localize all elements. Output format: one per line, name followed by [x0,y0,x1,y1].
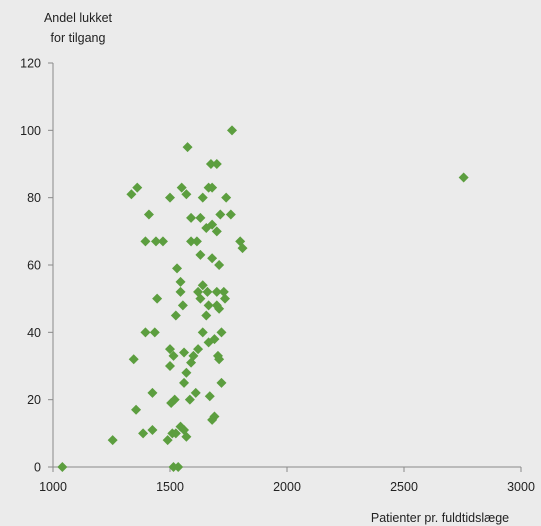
data-point [169,394,180,405]
data-point [170,428,181,439]
data-point [188,350,199,361]
data-point [202,286,213,297]
data-point [173,462,184,472]
data-point [219,293,230,304]
y-tick-label: 20 [27,393,41,407]
data-point [175,286,186,297]
data-point [203,300,214,311]
data-point [197,327,208,338]
data-point [195,212,206,223]
y-axis-label-line2: for tilgang [51,31,106,45]
data-point [214,260,225,270]
data-point [126,189,137,200]
data-point [211,159,222,169]
data-point [168,350,179,361]
data-point [207,219,218,230]
data-point [128,354,139,365]
data-point [458,172,469,183]
data-point [186,236,197,247]
data-point [201,310,212,321]
data-point [195,249,206,260]
x-tick-label: 3000 [507,480,535,494]
data-point [227,125,238,136]
data-point [138,428,149,439]
data-point [175,276,186,287]
x-tick-label: 2500 [390,480,418,494]
data-point [149,327,160,338]
data-point [175,421,186,432]
data-point [197,192,208,203]
data-point [140,236,151,247]
data-point [57,462,68,472]
data-point [162,435,173,446]
data-point [186,212,197,223]
data-point [216,327,227,338]
x-tick-label: 2000 [273,480,301,494]
data-point [182,142,193,153]
data-point [207,414,218,425]
data-point [191,236,202,247]
data-point [143,209,154,220]
y-tick-labels: 0 20 40 60 80 100 120 [20,57,41,475]
data-point [193,286,204,297]
y-tick-label: 80 [27,191,41,205]
data-point [181,189,192,200]
data-point [207,182,218,193]
data-point [211,226,222,237]
y-tick-label: 40 [27,326,41,340]
data-point [207,253,218,264]
y-tick-label: 120 [20,57,41,71]
data-point [214,303,225,314]
data-point [172,263,183,274]
data-point [165,192,175,203]
axes [48,62,522,472]
data-point [179,377,190,388]
data-point [181,367,192,378]
data-point [170,310,181,321]
data-point [215,209,226,220]
data-point [147,387,158,398]
data-point [218,286,229,297]
data-point [165,361,175,371]
x-axis-label: Patienter pr. fuldtidslæge [371,511,509,525]
y-tick-label: 100 [20,124,41,138]
data-point [237,243,248,254]
data-point [214,354,225,365]
data-point [107,435,118,446]
data-point [150,236,161,247]
data-points [57,125,469,472]
data-point [147,424,158,435]
y-tick-label: 0 [34,461,41,475]
data-point [225,209,236,220]
y-tick-label: 60 [27,259,41,273]
data-point [193,344,204,355]
data-point [204,391,215,402]
data-point [190,387,201,398]
x-tick-labels: 1000 1500 2000 2500 3000 [39,480,535,494]
data-point [131,404,142,415]
data-point [181,431,192,442]
data-point [221,192,232,203]
data-point [184,394,195,405]
data-point [209,334,220,345]
data-point [157,236,168,247]
data-point [165,344,175,355]
data-point [205,159,216,169]
data-point [132,182,143,193]
data-point [197,280,208,291]
data-point [177,300,188,311]
data-point [211,286,222,297]
x-tick-label: 1000 [39,480,67,494]
data-point [152,293,163,304]
y-axis-label: Andel lukket [44,11,113,25]
data-point [179,347,190,358]
x-tick-label: 1500 [156,480,184,494]
data-point [216,377,227,388]
data-point [176,182,187,193]
data-point [140,327,151,338]
